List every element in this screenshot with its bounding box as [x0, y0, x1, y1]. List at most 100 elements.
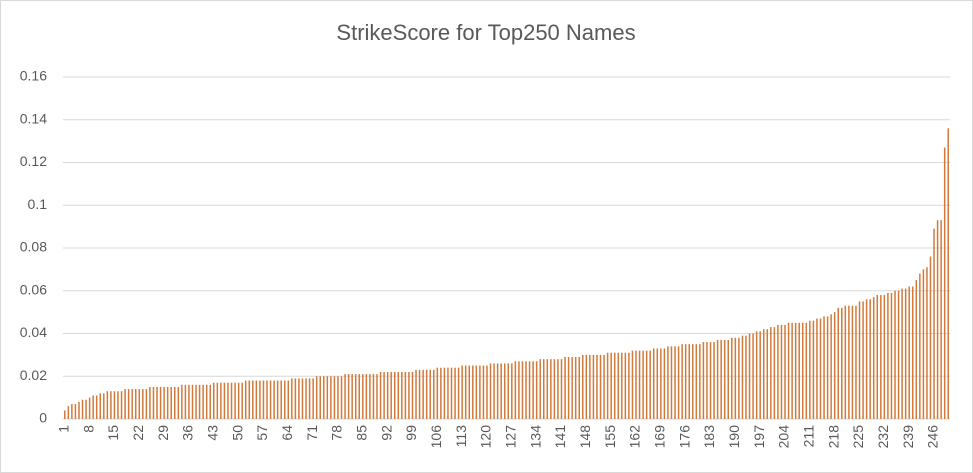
bar: [198, 384, 201, 419]
bar: [99, 393, 102, 419]
bar: [209, 384, 211, 419]
bar: [301, 378, 304, 419]
bar: [876, 295, 879, 419]
bar: [152, 386, 155, 419]
bar: [773, 327, 776, 419]
x-tick-label: 120: [478, 425, 494, 449]
bar: [660, 348, 662, 419]
bar: [103, 393, 105, 419]
x-tick-label: 8: [80, 425, 96, 433]
bar: [106, 391, 109, 419]
bar: [571, 357, 573, 419]
bar: [848, 305, 850, 419]
bar: [940, 220, 942, 419]
bar: [443, 367, 446, 419]
bar: [365, 374, 368, 419]
bar: [326, 376, 329, 419]
x-tick-label: 99: [403, 425, 419, 441]
bar: [635, 350, 637, 419]
bar: [88, 397, 91, 419]
bar: [567, 357, 570, 419]
bar: [936, 220, 939, 419]
bar: [230, 382, 233, 419]
bar: [330, 376, 332, 419]
x-tick-label: 197: [751, 425, 767, 449]
bar: [841, 307, 843, 419]
bar: [911, 286, 914, 419]
bar: [454, 367, 456, 419]
bar: [784, 324, 786, 419]
bar: [582, 354, 584, 419]
bar: [809, 320, 811, 419]
bar: [379, 371, 382, 419]
bar: [887, 292, 889, 419]
bar: [543, 359, 545, 419]
bar: [926, 267, 928, 419]
bar: [592, 354, 595, 419]
bar: [64, 410, 66, 419]
bar: [383, 371, 385, 419]
bar: [929, 256, 932, 419]
bar: [621, 352, 623, 419]
bar: [213, 382, 215, 419]
bar: [244, 380, 247, 419]
bar: [259, 380, 261, 419]
bar: [415, 369, 417, 419]
bar: [397, 371, 400, 419]
bar: [266, 380, 268, 419]
bar: [603, 354, 605, 419]
bar: [74, 404, 77, 419]
bar: [429, 369, 431, 419]
bar: [191, 384, 194, 419]
bar: [131, 389, 133, 419]
x-tick-label: 176: [676, 425, 692, 449]
x-tick-label: 64: [279, 425, 295, 441]
bar: [294, 378, 297, 419]
bar: [468, 365, 470, 419]
bar: [337, 376, 339, 419]
bar: [731, 337, 733, 419]
bar: [741, 335, 744, 419]
bar: [816, 318, 818, 419]
bar: [574, 357, 577, 419]
bar: [560, 359, 563, 419]
bar: [489, 363, 492, 419]
bar: [312, 378, 314, 419]
y-tick-label: 0.02: [20, 367, 47, 383]
bar: [369, 374, 371, 419]
bar: [663, 348, 666, 419]
bar: [752, 333, 754, 419]
x-tick-label: 204: [776, 425, 792, 449]
y-tick-label: 0.04: [20, 324, 47, 340]
bar: [677, 346, 680, 419]
y-tick-label: 0.06: [20, 281, 47, 297]
bar: [628, 352, 630, 419]
x-tick-label: 211: [801, 425, 817, 448]
bar: [71, 404, 73, 419]
bar: [95, 395, 98, 419]
bar: [674, 346, 676, 419]
bar: [308, 378, 311, 419]
bar: [904, 288, 907, 419]
bar: [933, 228, 935, 419]
bar: [670, 346, 673, 419]
bar: [67, 406, 70, 419]
bar: [223, 382, 226, 419]
bar: [319, 376, 321, 419]
bar: [794, 322, 797, 419]
x-tick-label: 183: [701, 425, 717, 449]
x-tick-label: 127: [503, 425, 519, 449]
bar: [546, 359, 549, 419]
bar: [787, 322, 790, 419]
bar: [493, 363, 495, 419]
bar: [464, 365, 467, 419]
bar: [805, 322, 808, 419]
bar: [358, 374, 361, 419]
bar: [390, 371, 392, 419]
bar: [585, 354, 588, 419]
bar: [503, 363, 506, 419]
bar: [720, 339, 722, 419]
bar: [127, 389, 130, 419]
x-tick-label: 218: [825, 425, 841, 449]
bar: [117, 391, 119, 419]
